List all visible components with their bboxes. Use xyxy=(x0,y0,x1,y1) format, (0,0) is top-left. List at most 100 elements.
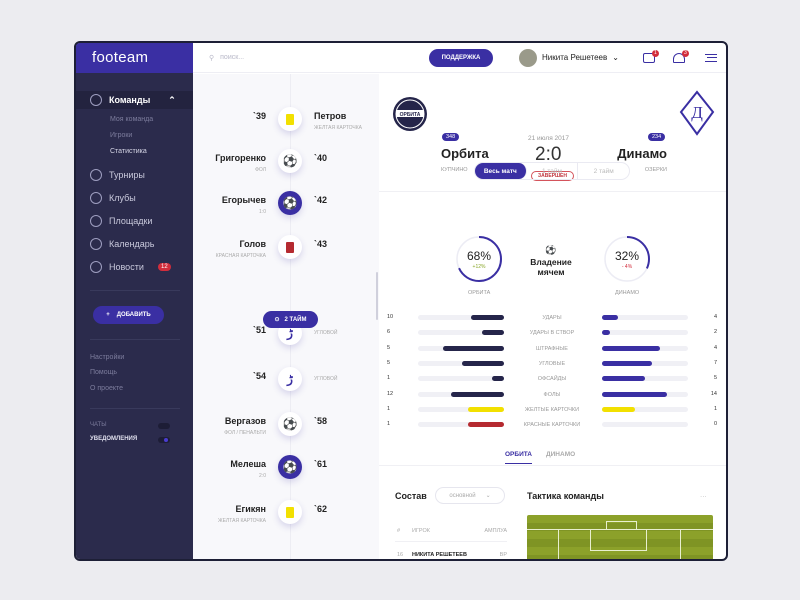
lineup-select[interactable]: основной ⌄ xyxy=(435,487,505,504)
tab-first-half[interactable]: 1 тайм xyxy=(527,163,579,179)
chevron-down-icon: ⌄ xyxy=(612,53,619,62)
timeline-event[interactable]: ⚽ Вергазов ФОЛ / ПЕНАЛЬТИ `58 xyxy=(193,412,379,442)
menu-icon[interactable] xyxy=(704,53,717,62)
event-icon: ⚽ xyxy=(278,149,302,173)
sidebar-item-clubs[interactable]: Клубы xyxy=(76,189,193,207)
tab-second-half[interactable]: 2 тайм xyxy=(593,167,614,175)
timeline-event[interactable]: ⚽ Григоренко ФОЛ `40 xyxy=(193,149,379,179)
sidebar-item-tournaments[interactable]: Турниры xyxy=(76,166,193,184)
event-type: ФОЛ / ПЕНАЛЬТИ xyxy=(224,430,266,436)
yellow-card-icon xyxy=(286,506,294,518)
match-date: 21 июля 2017 xyxy=(528,135,569,142)
second-half-button[interactable]: ⊙ 2 ТАЙМ xyxy=(263,311,318,328)
help-link[interactable]: Помощь xyxy=(90,369,118,376)
timeline-event[interactable]: ڑ `54 УГЛОВОЙ xyxy=(193,367,379,397)
logo: footeam xyxy=(76,43,193,73)
ball-icon: ⚽ xyxy=(545,245,557,255)
event-icon: ⚽ xyxy=(278,455,302,479)
home-stat-bar xyxy=(418,360,504,366)
news-icon xyxy=(90,261,102,273)
timeline-event[interactable]: Голов КРАСНАЯ КАРТОЧКА `43 xyxy=(193,235,379,265)
sidebar-subitem-stats[interactable]: Статистика xyxy=(110,148,147,155)
scrollbar[interactable] xyxy=(376,272,378,320)
divider xyxy=(90,408,180,409)
stat-row: 12 ФОЛЫ 14 xyxy=(387,390,717,400)
trophy-icon xyxy=(90,169,102,181)
player-name: Петров xyxy=(314,111,347,121)
away-stat-bar xyxy=(602,360,688,366)
red-card-icon xyxy=(286,241,294,253)
mail-icon[interactable]: 1 xyxy=(642,49,659,63)
match-score: 2:0 xyxy=(535,144,562,165)
corner-flag-icon: ڑ xyxy=(287,326,293,340)
timeline-event[interactable]: Егикян ЖЕЛТАЯ КАРТОЧКА `62 xyxy=(193,500,379,530)
user-menu[interactable]: Никита Решетеев ⌄ xyxy=(519,48,619,67)
settings-link[interactable]: Настройки xyxy=(90,354,125,361)
tab-orbita[interactable]: ОРБИТА xyxy=(505,451,532,464)
divider xyxy=(90,339,180,340)
home-stat-bar xyxy=(418,406,504,412)
top-bar: ⚲ поиск... ПОДДЕРЖКА Никита Решетеев ⌄ 1 3 xyxy=(193,43,726,73)
home-city: КУПЧИНО xyxy=(441,167,468,173)
table-row[interactable]: 16 НИКИТА РЕШЕТЕЕВ ВР xyxy=(397,552,507,558)
match-timeline: `39 Петров ЖЕЛТАЯ КАРТОЧКА ⚽ Григоренко ФОЛ `4… xyxy=(193,74,379,559)
tab-full-match[interactable]: Весь матч xyxy=(475,163,527,179)
more-options-icon[interactable]: ... xyxy=(700,490,707,499)
ball-icon: ⚽ xyxy=(282,460,298,474)
possession-arc xyxy=(456,236,502,282)
away-stat-value: 7 xyxy=(713,359,717,366)
sidebar-item-venues[interactable]: Площадки xyxy=(76,212,193,230)
away-possession-ring: 32% - 4% xyxy=(603,235,651,283)
away-stat-value: 4 xyxy=(713,344,717,351)
player-name: Вергазов xyxy=(224,416,266,426)
yellow-card-icon xyxy=(286,113,294,125)
svg-text:ОРБИТА: ОРБИТА xyxy=(400,112,421,118)
sidebar-item-calendar[interactable]: Календарь xyxy=(76,235,193,253)
away-stat-bar xyxy=(602,406,688,412)
possession-arc xyxy=(604,236,650,282)
sidebar-subitem-players[interactable]: Игроки xyxy=(110,132,133,139)
home-possession-label: ОРБИТА xyxy=(468,290,491,296)
away-team-name[interactable]: Динамо xyxy=(617,146,667,161)
stat-row: 1 ОФСАЙДЫ 5 xyxy=(387,374,717,384)
timeline-event[interactable]: `39 Петров ЖЕЛТАЯ КАРТОЧКА xyxy=(193,107,379,137)
away-stat-value: 1 xyxy=(713,405,717,412)
event-minute: `51 xyxy=(252,325,266,335)
player-name: Мелеша xyxy=(230,459,266,469)
timeline-event[interactable]: ⚽ Мелеша 2:0 `61 xyxy=(193,455,379,485)
event-icon: ⚽ xyxy=(278,412,302,436)
away-stat-bar xyxy=(602,391,688,397)
sidebar-item-teams[interactable]: Команды ⌃ xyxy=(76,91,193,109)
notifications-toggle[interactable] xyxy=(158,437,170,443)
tab-dinamo[interactable]: ДИНАМО xyxy=(546,451,576,458)
about-link[interactable]: О проекте xyxy=(90,385,124,392)
away-stat-value: 2 xyxy=(713,329,717,336)
support-button[interactable]: ПОДДЕРЖКА xyxy=(429,48,493,67)
search-input[interactable]: ⚲ поиск... xyxy=(209,54,245,62)
clock-icon: ⊙ xyxy=(274,317,280,323)
sidebar-subitem-my-team[interactable]: Моя команда xyxy=(110,116,154,123)
stat-label: ОФСАЙДЫ xyxy=(537,376,567,383)
event-minute: `62 xyxy=(314,504,328,514)
home-stat-value: 10 xyxy=(387,314,394,320)
away-stat-bar xyxy=(602,345,688,351)
bell-icon[interactable]: 3 xyxy=(672,49,689,63)
possession-title: Владение мячем xyxy=(530,257,572,277)
stat-label: ШТРАФНЫЕ xyxy=(536,345,568,352)
timeline-event[interactable]: ⚽ Егорычев 1:0 `42 xyxy=(193,191,379,221)
add-button[interactable]: + ДОБАВИТЬ xyxy=(93,306,164,324)
away-stat-value: 5 xyxy=(713,375,717,382)
sidebar-item-news[interactable]: Новости 12 xyxy=(76,258,193,276)
event-icon xyxy=(278,500,302,524)
player-name: Голов xyxy=(239,239,266,249)
team-tabs: ОРБИТА ДИНАМО xyxy=(379,444,726,466)
home-stat-bar xyxy=(418,330,504,336)
stat-label: УДАРЫ В СТВОР xyxy=(529,330,575,337)
home-stat-bar xyxy=(418,376,504,382)
chats-toggle[interactable] xyxy=(158,423,170,429)
chevron-up-icon: ⌃ xyxy=(168,94,176,105)
field-icon xyxy=(90,215,102,227)
plus-icon: + xyxy=(106,312,110,318)
home-stat-bar xyxy=(418,315,504,320)
home-team-name[interactable]: Орбита xyxy=(441,146,489,161)
